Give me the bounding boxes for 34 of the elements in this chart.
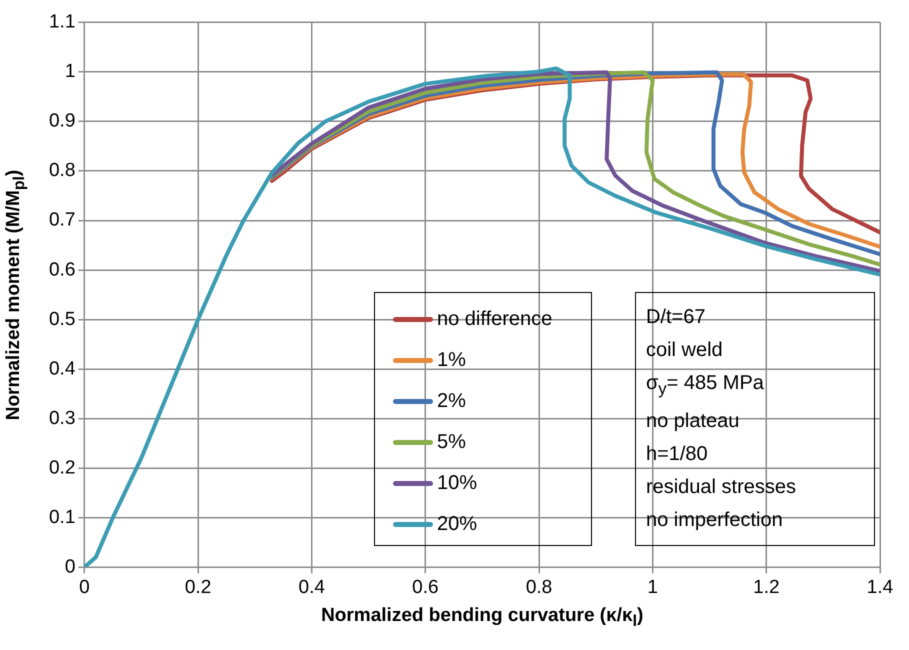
y-tick-label: 0 xyxy=(64,556,76,578)
x-tick-label: 0.6 xyxy=(412,576,439,598)
x-tick-label: 0.8 xyxy=(526,576,552,598)
y-tick-label: 0.3 xyxy=(48,408,76,429)
x-tick-label: 1 xyxy=(647,576,658,598)
annotation: coil weld xyxy=(646,338,724,364)
y-tick-label: 0.6 xyxy=(48,259,76,280)
y-tick-label: 0.2 xyxy=(48,457,76,478)
x-axis-title: Normalized bending curvature (κ/κ$_{l}$) xyxy=(321,605,644,631)
x-tick-label: 1.2 xyxy=(753,576,780,598)
legend-label: 5% xyxy=(437,431,466,454)
x-tick-label: 0.4 xyxy=(298,576,326,598)
annotation: no plateau xyxy=(646,409,740,434)
annotation: D/t=67 xyxy=(646,305,706,330)
annotation: σ$_{y}$= 485 MPa xyxy=(646,371,765,400)
x-tick-label: 0 xyxy=(79,576,90,598)
y-tick-label: 1.1 xyxy=(48,12,76,33)
legend-label: no difference xyxy=(437,308,552,332)
legend-label: 20% xyxy=(437,513,478,536)
x-tick-label: 1.4 xyxy=(866,576,894,598)
legend-label: 1% xyxy=(437,349,466,372)
legend-label: 10% xyxy=(437,472,478,496)
annotation: residual stresses xyxy=(646,475,798,500)
y-tick-label: 0.5 xyxy=(48,308,76,330)
annotation: h=1/80 xyxy=(646,442,709,468)
y-tick-label: 0.1 xyxy=(48,506,76,528)
x-tick-label: 0.2 xyxy=(184,576,212,598)
legend-label: 2% xyxy=(437,390,466,414)
annotation: no imperfection xyxy=(646,508,784,534)
y-tick-label: 1 xyxy=(64,61,76,82)
y-tick-label: 0.4 xyxy=(48,358,76,380)
y-tick-label: 0.9 xyxy=(48,110,76,132)
y-tick-label: 0.7 xyxy=(48,210,76,231)
y-tick-label: 0.8 xyxy=(48,160,76,182)
